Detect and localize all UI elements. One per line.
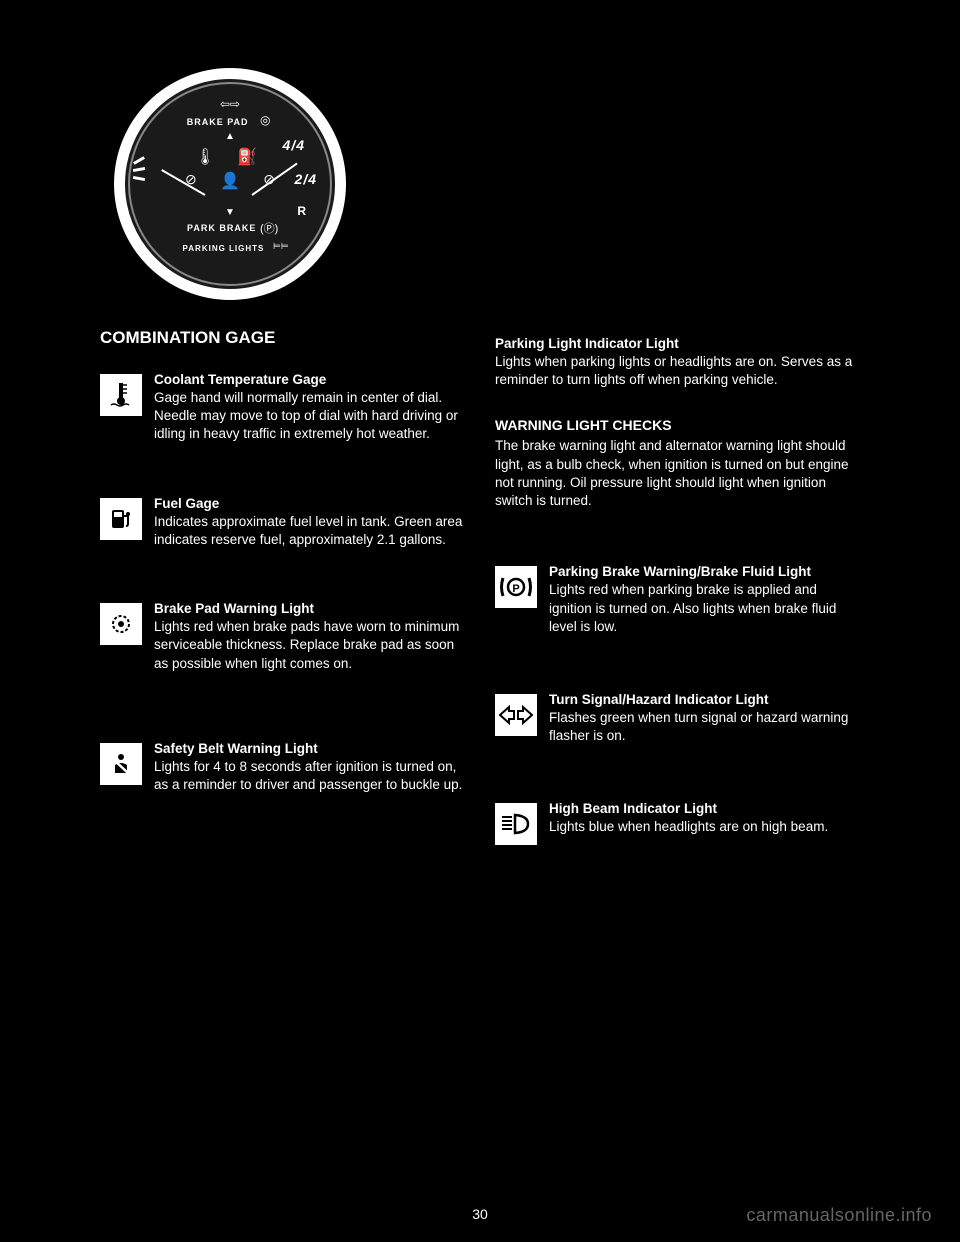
seatbelt-section: Safety Belt Warning Light Lights for 4 t… xyxy=(100,741,465,794)
brake-pad-section: Brake Pad Warning Light Lights red when … xyxy=(100,601,465,673)
fuel-gauge-title: Fuel Gage xyxy=(154,496,465,511)
seatbelt-icon-box xyxy=(100,743,142,785)
page-number: 30 xyxy=(472,1206,488,1222)
fuel-24-label: 2/4 xyxy=(295,171,317,187)
high-beam-body: Lights blue when headlights are on high … xyxy=(549,818,828,836)
parking-light-section: Parking Light Indicator Light Lights whe… xyxy=(495,336,860,389)
park-brake-icon: (Ⓟ) xyxy=(260,220,278,236)
combination-gage-heading: COMBINATION GAGE xyxy=(100,328,465,348)
fuel-44-label: 4/4 xyxy=(283,137,305,153)
triangle-up-icon: ▲ xyxy=(225,131,235,142)
turn-signal-icon xyxy=(495,694,537,736)
high-beam-section: High Beam Indicator Light Lights blue wh… xyxy=(495,801,860,845)
turn-signal-title: Turn Signal/Hazard Indicator Light xyxy=(549,692,860,707)
brake-pad-title: Brake Pad Warning Light xyxy=(154,601,465,616)
brake-pad-body: Lights red when brake pads have worn to … xyxy=(154,618,465,673)
temp-icon: 🌡 xyxy=(195,147,215,167)
temp-gauge-section: Coolant Temperature Gage Gage hand will … xyxy=(100,372,465,444)
parking-lights-icon: ⊨⊨ xyxy=(273,241,289,252)
content-columns: COMBINATION GAGE Coolant Temperature Gag… xyxy=(100,328,860,853)
temp-gauge-title: Coolant Temperature Gage xyxy=(154,372,465,387)
parking-light-body: Lights when parking lights or headlights… xyxy=(495,353,860,389)
park-brake-title: Parking Brake Warning/Brake Fluid Light xyxy=(549,564,860,579)
watermark: carmanualsonline.info xyxy=(746,1205,932,1226)
triangle-down-icon: ▼ xyxy=(225,207,235,218)
fuel-gauge-section: Fuel Gage Indicates approximate fuel lev… xyxy=(100,496,465,549)
fuel-gauge-icon xyxy=(100,498,142,540)
left-column: COMBINATION GAGE Coolant Temperature Gag… xyxy=(100,328,465,853)
turn-arrows-icon: ⇦⇨ xyxy=(220,97,240,111)
fuel-r-label: R xyxy=(297,204,307,218)
brake-pad-label: BRAKE PAD xyxy=(187,117,249,127)
seatbelt-body: Lights for 4 to 8 seconds after ignition… xyxy=(154,758,465,794)
temp-gauge-body: Gage hand will normally remain in center… xyxy=(154,389,465,444)
turn-signal-section: Turn Signal/Hazard Indicator Light Flash… xyxy=(495,692,860,745)
brake-pad-icon: ◎ xyxy=(260,113,270,127)
temp-ticks xyxy=(133,159,145,180)
seatbelt-icon: 👤 xyxy=(220,171,240,191)
seatbelt-title: Safety Belt Warning Light xyxy=(154,741,465,756)
park-brake-section: P Parking Brake Warning/Brake Fluid Ligh… xyxy=(495,564,860,636)
turn-signal-body: Flashes green when turn signal or hazard… xyxy=(549,709,860,745)
park-brake-body: Lights red when parking brake is applied… xyxy=(549,581,860,636)
gauge-face: ⇦⇨ BRAKE PAD ◎ ▲ 🌡 ⛽ 👤 ⊘ ⊘ 4/4 2/4 R ▼ P… xyxy=(122,76,338,292)
right-column: Parking Light Indicator Light Lights whe… xyxy=(495,328,860,853)
parking-light-title: Parking Light Indicator Light xyxy=(495,336,860,351)
fuel-icon: ⛽ xyxy=(237,147,257,167)
park-brake-icon-box: P xyxy=(495,566,537,608)
svg-text:P: P xyxy=(512,583,519,595)
fuel-gauge-body: Indicates approximate fuel level in tank… xyxy=(154,513,465,549)
parking-lights-label: PARKING LIGHTS xyxy=(183,244,265,253)
high-beam-title: High Beam Indicator Light xyxy=(549,801,828,816)
temp-gauge-icon xyxy=(100,374,142,416)
combination-gauge-image: ⇦⇨ BRAKE PAD ◎ ▲ 🌡 ⛽ 👤 ⊘ ⊘ 4/4 2/4 R ▼ P… xyxy=(114,68,346,300)
warning-checks-body: The brake warning light and alternator w… xyxy=(495,437,860,510)
brake-pad-icon xyxy=(100,603,142,645)
high-beam-icon xyxy=(495,803,537,845)
park-brake-label: PARK BRAKE xyxy=(187,223,256,233)
warning-checks-heading: WARNING LIGHT CHECKS xyxy=(495,417,860,433)
